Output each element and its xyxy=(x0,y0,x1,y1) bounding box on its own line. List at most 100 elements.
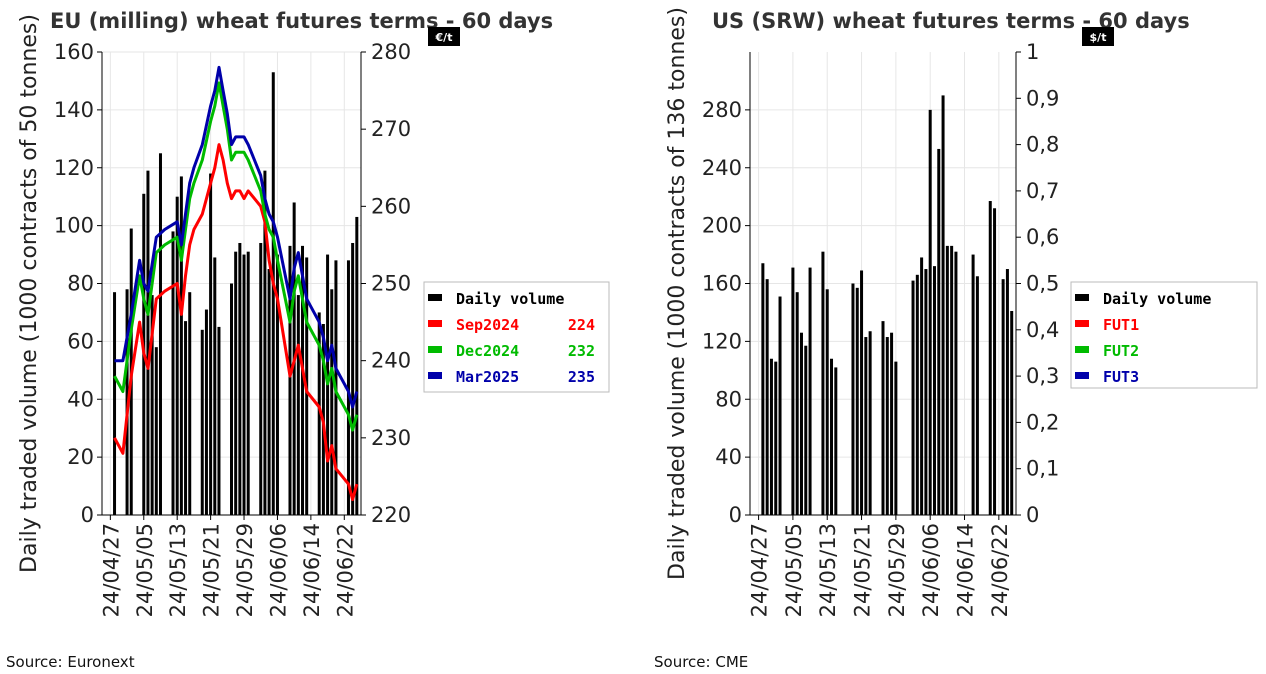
y-tick-label: 40 xyxy=(67,387,94,411)
volume-bar xyxy=(355,216,359,515)
volume-bar xyxy=(765,279,769,515)
legend-swatch xyxy=(1075,320,1089,327)
legend-box xyxy=(423,281,610,393)
volume-bar xyxy=(975,276,979,515)
volume-bar xyxy=(791,267,795,515)
x-tick-label: 24/05/29 xyxy=(233,523,257,617)
y2-unit-label: $/t xyxy=(1090,31,1107,44)
volume-bar xyxy=(851,283,855,515)
volume-bar xyxy=(330,289,334,515)
volume-bar xyxy=(1005,269,1009,515)
volume-bar xyxy=(259,242,263,516)
volume-bar xyxy=(911,280,915,515)
volume-bar xyxy=(834,367,838,515)
volume-bar xyxy=(769,358,773,515)
volume-bar xyxy=(188,292,192,515)
volume-bar xyxy=(301,245,305,515)
volume-bar xyxy=(275,254,279,515)
y-tick-label: 0 xyxy=(81,503,94,527)
series-line-mar2025 xyxy=(114,65,359,409)
legend-entry-value: 232 xyxy=(568,342,595,360)
y2-tick-label: 250 xyxy=(371,272,411,296)
volume-bar xyxy=(200,329,204,515)
volume-bar xyxy=(146,170,150,516)
legend-swatch xyxy=(1075,346,1089,353)
y2-unit-label: €/t xyxy=(435,31,453,44)
volume-bar xyxy=(890,332,894,515)
legend-entry-label: FUT2 xyxy=(1103,342,1139,360)
x-tick-label: 24/05/13 xyxy=(816,523,840,617)
volume-bar xyxy=(915,274,919,515)
y2-tick-label: 220 xyxy=(371,503,411,527)
legend: Daily volume Sep2024 224 Dec2024 232 Mar2025 2… xyxy=(423,281,610,393)
legend-entry-label: FUT1 xyxy=(1103,316,1139,334)
volume-bar xyxy=(238,242,242,516)
y2-tick-label: 0,9 xyxy=(1026,86,1059,110)
volume-bar xyxy=(242,254,246,515)
volume-bar xyxy=(351,242,355,516)
x-tick-label: 24/05/05 xyxy=(133,523,157,617)
volume-bar xyxy=(799,332,803,515)
y-tick-label: 240 xyxy=(702,156,742,180)
volume-bar xyxy=(988,201,992,515)
x-tick-label: 24/05/21 xyxy=(200,523,224,617)
volume-bar xyxy=(288,245,292,515)
y2-tick-label: 270 xyxy=(371,117,411,141)
y-tick-label: 0 xyxy=(729,503,742,527)
volume-bar xyxy=(346,260,350,515)
legend-swatch xyxy=(428,320,442,327)
volume-bar xyxy=(271,72,275,515)
volume-bar xyxy=(795,292,799,515)
x-tick-label: 24/06/06 xyxy=(919,523,943,617)
x-tick-label: 24/06/22 xyxy=(333,523,357,617)
volume-bar xyxy=(868,331,872,515)
volume-bar xyxy=(179,176,183,515)
legend-entry-value: 235 xyxy=(568,368,595,386)
volume-bar xyxy=(825,289,829,515)
volume-bar xyxy=(234,251,238,515)
y2-tick-label: 280 xyxy=(371,40,411,64)
chart-panel-1: EU (milling) wheat futures terms - 60 da… xyxy=(6,9,610,671)
y-tick-label: 60 xyxy=(67,329,94,353)
x-tick-label: 24/06/22 xyxy=(988,523,1012,617)
y2-tick-label: 0,3 xyxy=(1026,364,1059,388)
y-tick-label: 80 xyxy=(67,272,94,296)
volume-bar xyxy=(154,347,158,515)
y2-unit-badge xyxy=(1082,27,1114,46)
volume-bar xyxy=(296,295,300,515)
volume-bar xyxy=(1001,279,1005,515)
volume-bar xyxy=(267,269,271,515)
y-tick-label: 80 xyxy=(715,387,742,411)
volume-bar xyxy=(954,251,958,515)
y2-tick-label: 0 xyxy=(1026,503,1039,527)
volume-bar xyxy=(217,326,221,515)
source-note: Source: CME xyxy=(654,653,748,671)
volume-bar xyxy=(920,257,924,515)
volume-bar xyxy=(808,267,812,515)
volume-bar xyxy=(864,337,868,515)
volume-bar xyxy=(924,269,928,515)
legend-entry-label: Sep2024 xyxy=(456,316,519,334)
x-tick-label: 24/06/14 xyxy=(954,523,978,617)
volume-bar xyxy=(213,257,217,515)
volume-bar xyxy=(175,196,179,515)
volume-bar xyxy=(993,208,997,515)
y2-tick-label: 1 xyxy=(1026,40,1039,64)
chart-panel-2: US (SRW) wheat futures terms - 60 days$/… xyxy=(654,7,1258,671)
x-tick-label: 24/05/21 xyxy=(851,523,875,617)
y-tick-label: 20 xyxy=(67,445,94,469)
y-tick-label: 160 xyxy=(702,272,742,296)
y2-tick-label: 260 xyxy=(371,194,411,218)
volume-bar xyxy=(263,170,267,516)
volume-bar xyxy=(945,245,949,515)
legend-entry-value: 224 xyxy=(568,316,595,334)
series-line-dec2024 xyxy=(113,81,359,432)
y2-tick-label: 0,6 xyxy=(1026,225,1059,249)
volume-bar xyxy=(204,309,208,515)
volume-bar xyxy=(932,266,936,515)
series-line-sep2024 xyxy=(113,143,359,502)
chart-title: US (SRW) wheat futures terms - 60 days xyxy=(712,9,1190,33)
legend-entry-label: FUT3 xyxy=(1103,368,1139,386)
x-tick-label: 24/05/29 xyxy=(885,523,909,617)
